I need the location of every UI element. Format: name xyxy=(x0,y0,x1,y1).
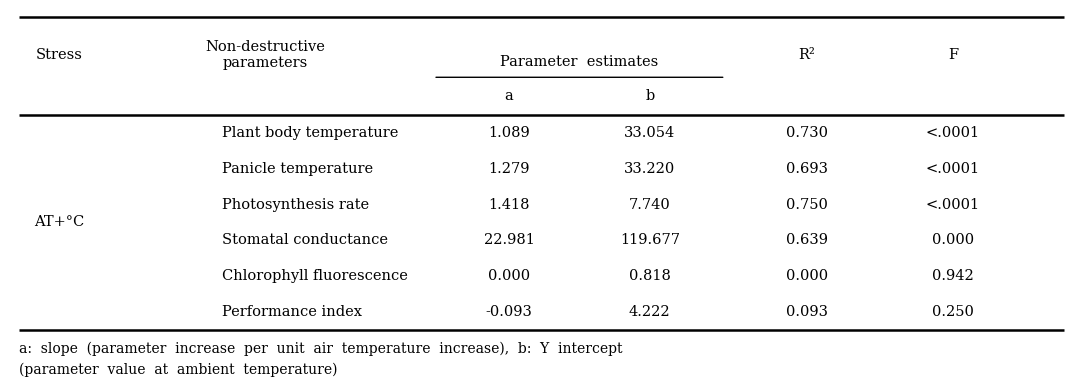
Text: Parameter  estimates: Parameter estimates xyxy=(500,55,658,69)
Text: Performance index: Performance index xyxy=(222,305,362,319)
Text: Panicle temperature: Panicle temperature xyxy=(222,162,374,176)
Text: 0.000: 0.000 xyxy=(488,269,530,283)
Text: R²: R² xyxy=(798,48,815,62)
Text: a:  slope  (parameter  increase  per  unit  air  temperature  increase),  b:  Y : a: slope (parameter increase per unit ai… xyxy=(19,342,623,356)
Text: 22.981: 22.981 xyxy=(484,233,534,247)
Text: <.0001: <.0001 xyxy=(926,162,980,176)
Text: 119.677: 119.677 xyxy=(619,233,680,247)
Text: Photosynthesis rate: Photosynthesis rate xyxy=(222,198,369,211)
Text: a: a xyxy=(505,89,513,103)
Text: Chlorophyll fluorescence: Chlorophyll fluorescence xyxy=(222,269,408,283)
Text: 33.220: 33.220 xyxy=(624,162,676,176)
Text: -0.093: -0.093 xyxy=(485,305,533,319)
Text: AT+°C: AT+°C xyxy=(35,215,84,230)
Text: 4.222: 4.222 xyxy=(629,305,670,319)
Text: Plant body temperature: Plant body temperature xyxy=(222,126,399,140)
Text: 0.639: 0.639 xyxy=(786,233,827,247)
Text: Stress: Stress xyxy=(36,48,83,62)
Text: 7.740: 7.740 xyxy=(629,198,670,211)
Text: 0.730: 0.730 xyxy=(786,126,827,140)
Text: Stomatal conductance: Stomatal conductance xyxy=(222,233,388,247)
Text: 33.054: 33.054 xyxy=(624,126,676,140)
Text: 0.750: 0.750 xyxy=(786,198,827,211)
Text: <.0001: <.0001 xyxy=(926,198,980,211)
Text: b: b xyxy=(645,89,654,103)
Text: 1.089: 1.089 xyxy=(488,126,530,140)
Text: <.0001: <.0001 xyxy=(926,126,980,140)
Text: F: F xyxy=(948,48,958,62)
Text: (parameter  value  at  ambient  temperature): (parameter value at ambient temperature) xyxy=(19,362,338,377)
Text: 1.418: 1.418 xyxy=(488,198,530,211)
Text: 0.000: 0.000 xyxy=(786,269,827,283)
Text: 0.093: 0.093 xyxy=(786,305,827,319)
Text: 0.000: 0.000 xyxy=(932,233,974,247)
Text: 0.250: 0.250 xyxy=(932,305,974,319)
Text: 1.279: 1.279 xyxy=(488,162,530,176)
Text: 0.942: 0.942 xyxy=(932,269,974,283)
Text: 0.693: 0.693 xyxy=(786,162,827,176)
Text: Non-destructive
parameters: Non-destructive parameters xyxy=(206,40,325,70)
Text: 0.818: 0.818 xyxy=(629,269,670,283)
